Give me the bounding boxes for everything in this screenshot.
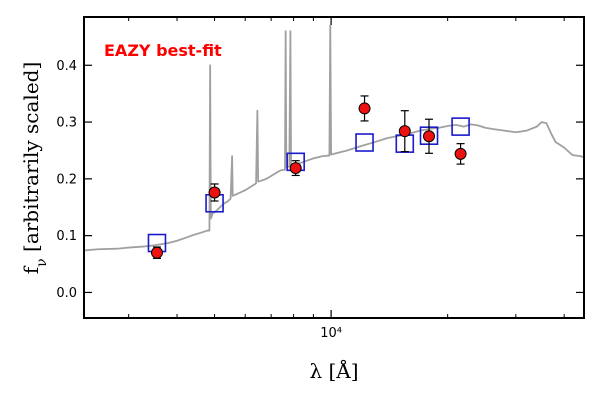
label-main: f	[19, 265, 43, 274]
observed-point	[289, 160, 302, 177]
y-tick-label: 0.1	[56, 229, 77, 244]
plot-frame	[83, 16, 585, 319]
model-square	[451, 117, 470, 136]
observed-marker	[423, 130, 436, 143]
observed-point	[423, 118, 436, 154]
observed-point	[358, 95, 371, 122]
axis-ticks: 0.0 0.1 0.2 0.3 0.4 10⁴	[56, 17, 584, 341]
observed-marker	[150, 246, 163, 259]
observed-point	[150, 246, 163, 259]
observed-marker	[398, 125, 411, 138]
observed-marker	[289, 162, 302, 175]
observed-marker	[208, 186, 221, 199]
observed-marker	[358, 102, 371, 115]
y-axis-label: fν [arbitrarily scaled]	[19, 62, 50, 275]
observed-marker	[454, 147, 467, 160]
y-tick-label: 0.2	[56, 172, 77, 187]
y-tick-label: 0.0	[56, 286, 77, 301]
label-rest: [arbitrarily scaled]	[19, 62, 43, 259]
observed-point	[454, 143, 467, 165]
annotation-label: EAZY best-fit	[104, 41, 222, 60]
observed-point	[398, 110, 411, 153]
y-tick-label: 0.4	[56, 59, 77, 74]
observed-point	[208, 183, 221, 202]
x-axis-label: λ [Å]	[309, 358, 358, 383]
model-square	[355, 133, 374, 152]
y-tick-label: 0.3	[56, 116, 77, 131]
label-subscript: ν	[34, 258, 50, 267]
x-tick-label: 10⁴	[320, 326, 342, 341]
plot-content	[84, 24, 584, 259]
